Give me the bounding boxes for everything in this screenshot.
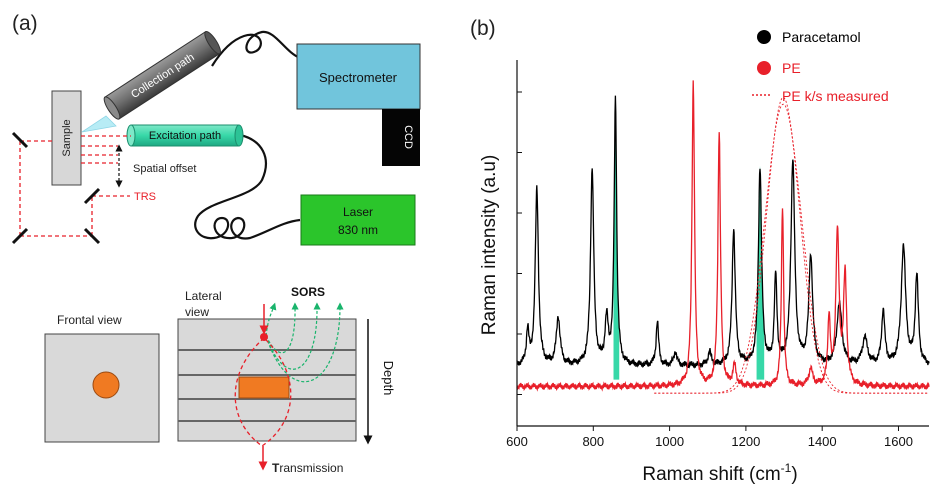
mirror-middle-right — [83, 187, 101, 205]
legend-label-0: Paracetamol — [782, 29, 861, 45]
laser-box — [300, 194, 416, 246]
legend-marker-1 — [757, 61, 771, 75]
x-tick-label: 1000 — [655, 434, 684, 449]
raman-chart: 600 800 1000 1200 1400 1600 Paracetamol PE PE k… — [506, 29, 930, 449]
mirror-bottom-right — [83, 227, 101, 245]
x-axis-label-main: Raman shift (cm — [642, 464, 780, 485]
sors-paths — [265, 302, 344, 383]
panel-a-label: (a) — [12, 12, 38, 35]
x-tick-label: 800 — [582, 434, 604, 449]
tissue-layers — [178, 349, 356, 422]
collection-path-probe: Collection path — [103, 31, 221, 120]
frontal-view-label: Frontal view — [57, 313, 122, 327]
panel-b-label: (b) — [470, 17, 496, 40]
laser-wavelength: 830 nm — [338, 223, 378, 237]
legend-label-2: PE k/s measured — [782, 88, 889, 104]
x-tick-label: 1400 — [808, 434, 837, 449]
trs-label: TRS — [134, 191, 156, 203]
x-tick-label: 1600 — [884, 434, 913, 449]
offset-beams — [81, 135, 131, 164]
spectrometer-box — [296, 43, 421, 110]
x-axis-label-end: ) — [791, 464, 797, 485]
x-axis-label: Raman shift (cm-1) — [642, 461, 797, 485]
laser-label: Laser — [343, 205, 373, 219]
transmission-label: Transmission — [272, 461, 343, 475]
lateral-view-label-2: view — [185, 305, 209, 319]
collection-fiber — [211, 30, 301, 67]
trs-beam-path — [19, 140, 130, 237]
legend-marker-0 — [757, 30, 771, 44]
transmission-label-rest: ransmission — [279, 461, 343, 475]
lateral-inclusion — [238, 376, 290, 399]
x-ticks: 600 800 1000 1200 1400 1600 — [506, 426, 913, 449]
spectrometer-label: Spectrometer — [319, 70, 398, 85]
lateral-view-label: Lateral — [185, 289, 222, 303]
spectrum-line-0 — [516, 95, 930, 369]
legend-label-1: PE — [782, 60, 801, 76]
ccd-label: CCD — [402, 125, 414, 149]
frontal-inclusion — [92, 371, 120, 399]
excitation-path-probe: Excitation path — [126, 124, 244, 147]
sample-slab — [51, 90, 82, 186]
collection-cone — [81, 115, 117, 133]
depth-label: Depth — [381, 361, 396, 396]
y-axis-label: Raman intensity (a.u) — [479, 155, 500, 336]
spectra-lines — [516, 80, 930, 394]
transmission-envelope — [234, 337, 292, 447]
y-tick-marks — [517, 91, 522, 395]
mirror-top-left — [11, 131, 29, 149]
highlight-bands — [613, 97, 765, 380]
sample-label: Sample — [61, 119, 73, 156]
transmission-label-initial: T — [272, 461, 280, 475]
ks-curve-1 — [654, 103, 929, 394]
x-tick-label: 1200 — [731, 434, 760, 449]
excitation-path-label: Excitation path — [149, 130, 221, 142]
mirror-bottom-left — [11, 227, 29, 245]
legend: Paracetamol PE PE k/s measured — [752, 29, 889, 104]
excitation-fiber — [194, 133, 301, 240]
sors-label: SORS — [291, 285, 325, 299]
x-axis-label-sup: -1 — [781, 461, 792, 475]
spatial-offset-label: Spatial offset — [133, 163, 196, 175]
x-tick-label: 600 — [506, 434, 528, 449]
ccd-box — [382, 109, 420, 166]
spectrum-line-1 — [516, 80, 930, 392]
